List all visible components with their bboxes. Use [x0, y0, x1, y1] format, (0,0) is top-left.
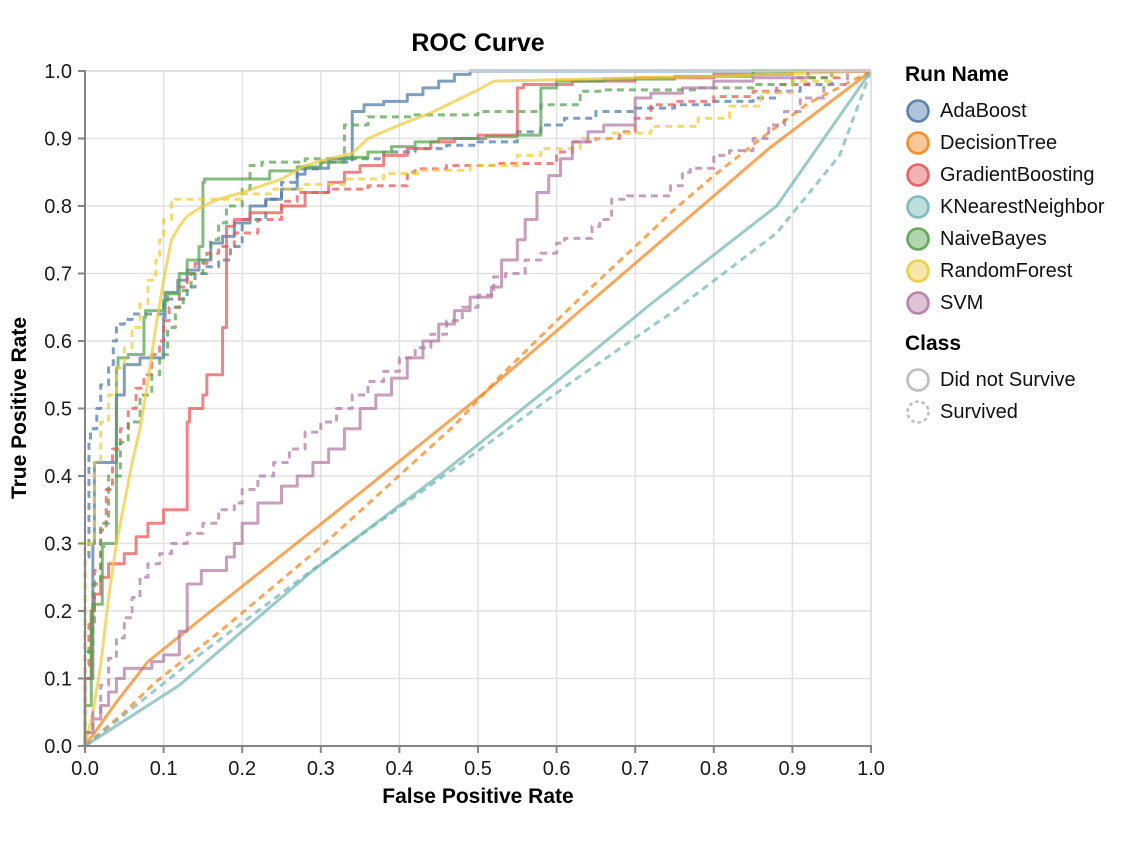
x-tick-label: 0.4 — [385, 758, 413, 780]
y-tick-label: 0.0 — [44, 736, 72, 758]
y-tick-label: 0.2 — [44, 601, 72, 623]
legend-run-svm: SVM — [905, 287, 1130, 319]
x-tick-label: 0.6 — [543, 758, 571, 780]
y-tick-label: 0.6 — [44, 331, 72, 353]
x-tick-label: 0.1 — [150, 758, 178, 780]
legend-swatch-circle-icon — [906, 195, 930, 219]
y-tick-label: 0.1 — [44, 669, 72, 691]
x-tick-label: 1.0 — [857, 758, 885, 780]
roc-curve-AdaBoost-survived — [83, 69, 871, 746]
legend-swatch-circle-icon — [906, 163, 930, 187]
legend-item-label: KNearestNeighbor — [940, 195, 1105, 218]
roc-curve-RandomForest-did-not-survive — [83, 69, 872, 747]
legend-class-did-not-survive: Did not Survive — [905, 364, 1130, 396]
roc-curve-KNearestNeighbor-did-not-survive — [84, 70, 873, 748]
legend-item-label: RandomForest — [940, 259, 1073, 282]
legend-item-label: NaiveBayes — [940, 227, 1047, 250]
roc-curve-DecisionTree-survived — [84, 69, 872, 748]
legend-class-survived: Survived — [905, 396, 1130, 428]
legend-swatch-circle-icon — [906, 368, 930, 392]
y-tick-label: 0.4 — [44, 466, 72, 488]
x-tick-label: 0.7 — [621, 758, 649, 780]
legend-item-label: DecisionTree — [940, 131, 1058, 154]
y-tick-label: 0.9 — [44, 129, 72, 151]
x-tick-label: 0.5 — [464, 758, 492, 780]
legend-run-knearestneighbor: KNearestNeighbor — [905, 191, 1130, 223]
x-tick-label: 0.3 — [307, 758, 335, 780]
y-tick-label: 0.8 — [44, 196, 72, 218]
chart-title: ROC Curve — [411, 29, 544, 57]
legend-run-adaboost: AdaBoost — [905, 95, 1130, 127]
roc-curve-GradientBoosting-did-not-survive — [83, 69, 871, 746]
roc-curve-RandomForest-survived — [83, 69, 871, 746]
x-tick-label: 0.9 — [778, 758, 806, 780]
legend: Run Name AdaBoost DecisionTree GradientBoo… — [905, 62, 1130, 428]
legend-item-label: AdaBoost — [940, 99, 1027, 122]
x-tick-label: 0.0 — [71, 758, 99, 780]
x-tick-label: 0.8 — [700, 758, 728, 780]
legend-run-gradientboosting: GradientBoosting — [905, 159, 1130, 191]
y-tick-label: 1.0 — [44, 61, 72, 83]
y-axis-title: True Positive Rate — [8, 317, 31, 499]
roc-curve-SVM-did-not-survive — [83, 69, 871, 746]
x-axis-title: False Positive Rate — [382, 785, 573, 808]
y-tick-label: 0.7 — [44, 264, 72, 286]
legend-item-label: Did not Survive — [940, 368, 1076, 391]
legend-run-decisiontree: DecisionTree — [905, 127, 1130, 159]
legend-run-items: AdaBoost DecisionTree GradientBoosting KNea… — [905, 95, 1130, 319]
tick-layer: 0.0 0.1 0.2 0.3 0.4 0.5 0.6 0.7 0.8 0.9 1.0 0.0 0.1 0… — [44, 61, 885, 780]
legend-run-randomforest: RandomForest — [905, 255, 1130, 287]
legend-swatch-circle-icon — [906, 291, 930, 315]
legend-swatch-circle-icon — [906, 131, 930, 155]
legend-item-label: GradientBoosting — [940, 163, 1095, 186]
roc-curve-DecisionTree-did-not-survive — [83, 69, 872, 747]
legend-swatch-circle-icon — [906, 400, 930, 424]
roc-curve-GradientBoosting-survived — [83, 69, 871, 746]
roc-curve-NaiveBayes-survived — [83, 69, 871, 746]
legend-swatch-circle-icon — [906, 227, 930, 251]
legend-swatch-circle-icon — [906, 259, 930, 283]
roc-curve-NaiveBayes-did-not-survive — [83, 69, 871, 746]
legend-item-label: SVM — [940, 291, 984, 314]
curve-layer — [83, 69, 873, 748]
legend-class-items: Did not Survive Survived — [905, 364, 1130, 428]
y-tick-label: 0.3 — [44, 534, 72, 556]
legend-class-title: Class — [905, 332, 962, 355]
legend-run-naivebayes: NaiveBayes — [905, 223, 1130, 255]
legend-item-label: Survived — [940, 400, 1018, 423]
legend-swatch-circle-icon — [906, 99, 930, 123]
legend-run-name-title: Run Name — [905, 63, 1009, 86]
roc-curve-SVM-survived — [83, 69, 871, 746]
x-tick-label: 0.2 — [228, 758, 256, 780]
roc-curve-KNearestNeighbor-survived — [84, 70, 873, 748]
y-tick-label: 0.5 — [44, 399, 72, 421]
